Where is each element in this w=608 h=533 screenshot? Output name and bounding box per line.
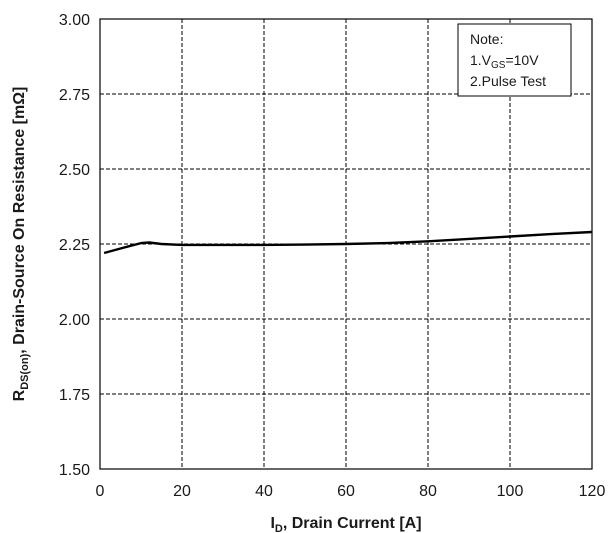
y-tick-label: 2.00 xyxy=(59,312,90,329)
note-title: Note: xyxy=(470,31,503,47)
y-axis-label-main: R xyxy=(11,389,28,401)
x-tick-label: 120 xyxy=(579,483,606,500)
series-layer xyxy=(103,230,593,255)
note-vgs-rest: =10V xyxy=(505,52,539,68)
note-pulse: 2.Pulse Test xyxy=(470,73,546,89)
y-tick-label: 2.50 xyxy=(59,162,90,179)
note-vgs-sub: GS xyxy=(491,60,506,71)
x-tick-label: 0 xyxy=(96,483,105,500)
x-tick-labels: 0 20 40 60 80 100 120 xyxy=(96,483,606,500)
x-axis-label: ID, Drain Current [A] xyxy=(270,515,421,533)
y-tick-label: 3.00 xyxy=(59,12,90,29)
note-vgs-main: 1.V xyxy=(470,52,492,68)
y-tick-label: 2.75 xyxy=(59,87,90,104)
plot-frame xyxy=(99,18,593,470)
x-tick-label: 20 xyxy=(173,483,191,500)
x-tick-label: 60 xyxy=(337,483,355,500)
y-axis-label-sub: DS(on) xyxy=(19,353,31,389)
x-axis-label-sub: D xyxy=(275,523,283,533)
y-tick-label: 2.25 xyxy=(59,237,90,254)
x-axis-label-rest: , Drain Current [A] xyxy=(283,515,422,532)
note-box: Note: 1.VGS=10V 2.Pulse Test xyxy=(457,23,572,97)
y-tick-label: 1.50 xyxy=(59,462,90,479)
y-axis-label-rest: , Drain-Source On Resistance [mΩ] xyxy=(11,87,28,354)
y-axis-label: RDS(on), Drain-Source On Resistance [mΩ] xyxy=(11,87,31,402)
x-axis-label-main: I xyxy=(270,515,274,532)
x-tick-label: 80 xyxy=(419,483,437,500)
x-tick-label: 100 xyxy=(497,483,524,500)
y-tick-labels: 1.50 1.75 2.00 2.25 2.50 2.75 3.00 xyxy=(59,12,90,479)
x-tick-label: 40 xyxy=(255,483,273,500)
series-line xyxy=(103,230,593,255)
note-vgs: 1.VGS=10V xyxy=(470,52,539,71)
y-tick-label: 1.75 xyxy=(59,387,90,404)
